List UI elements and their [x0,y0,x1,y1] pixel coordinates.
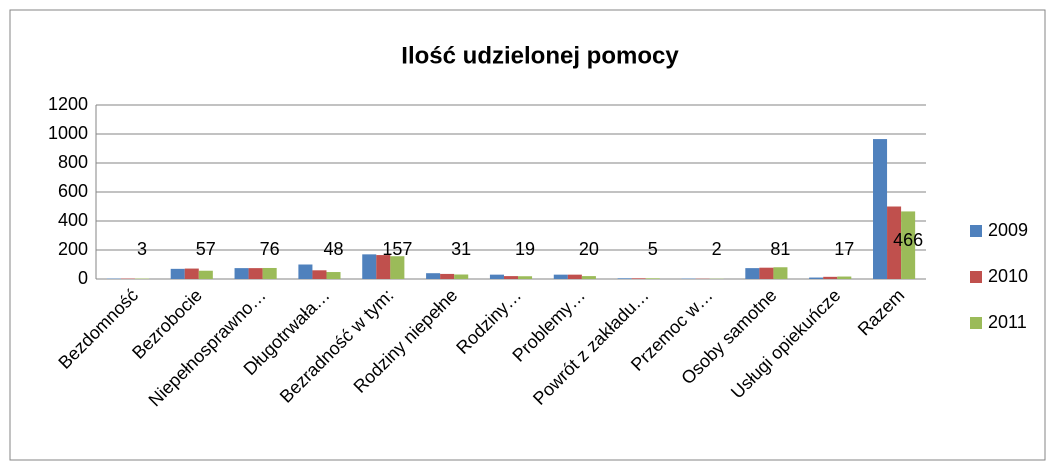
bar [312,270,327,279]
bar [567,274,582,279]
bar [823,276,838,279]
y-tick-label: 1000 [48,123,88,143]
bar [326,272,341,279]
bar [873,139,888,279]
chart-title: Ilość udzielonej pomocy [401,42,679,69]
bar [454,274,469,279]
data-label: 20 [579,239,599,259]
bar [170,268,185,279]
data-label: 81 [770,239,790,259]
bar [248,268,263,279]
bar [489,274,504,279]
bar [631,278,646,279]
bar [901,211,916,279]
data-label: 3 [137,239,147,259]
data-label: 157 [382,239,412,259]
data-label: 76 [260,239,280,259]
y-tick-label: 1200 [48,94,88,114]
legend-swatch [970,225,982,237]
y-tick-label: 0 [78,268,88,288]
y-tick-label: 800 [58,152,88,172]
bar [773,267,788,279]
chart-border [9,9,1046,461]
data-label: 466 [893,230,923,250]
bar [440,273,455,279]
data-label: 48 [323,239,343,259]
bar [553,274,568,279]
bar [887,206,902,279]
bar [617,278,632,279]
bar [837,276,852,279]
data-label: 31 [451,239,471,259]
legend-label: 2009 [988,220,1028,240]
data-label: 17 [834,239,854,259]
data-label: 2 [712,239,722,259]
y-tick-label: 200 [58,239,88,259]
bar [234,268,249,279]
bar [390,256,405,279]
legend-swatch [970,317,982,329]
bar [262,267,277,279]
legend-swatch [970,271,982,283]
bar [518,276,533,279]
bar [376,255,391,279]
bar [745,268,760,279]
bar [426,273,441,279]
legend-label: 2010 [988,266,1028,286]
bar [759,267,774,279]
bar [503,276,519,279]
bar [362,254,377,279]
bar [298,264,313,279]
y-tick-label: 400 [58,210,88,230]
data-label: 57 [196,239,216,259]
y-tick-label: 600 [58,181,88,201]
legend-label: 2011 [988,312,1027,332]
bar [645,278,660,279]
bar [184,268,199,279]
data-label: 19 [515,239,535,259]
bar [809,277,824,279]
data-label: 5 [648,239,658,259]
bar [581,276,596,279]
bar [198,270,213,279]
